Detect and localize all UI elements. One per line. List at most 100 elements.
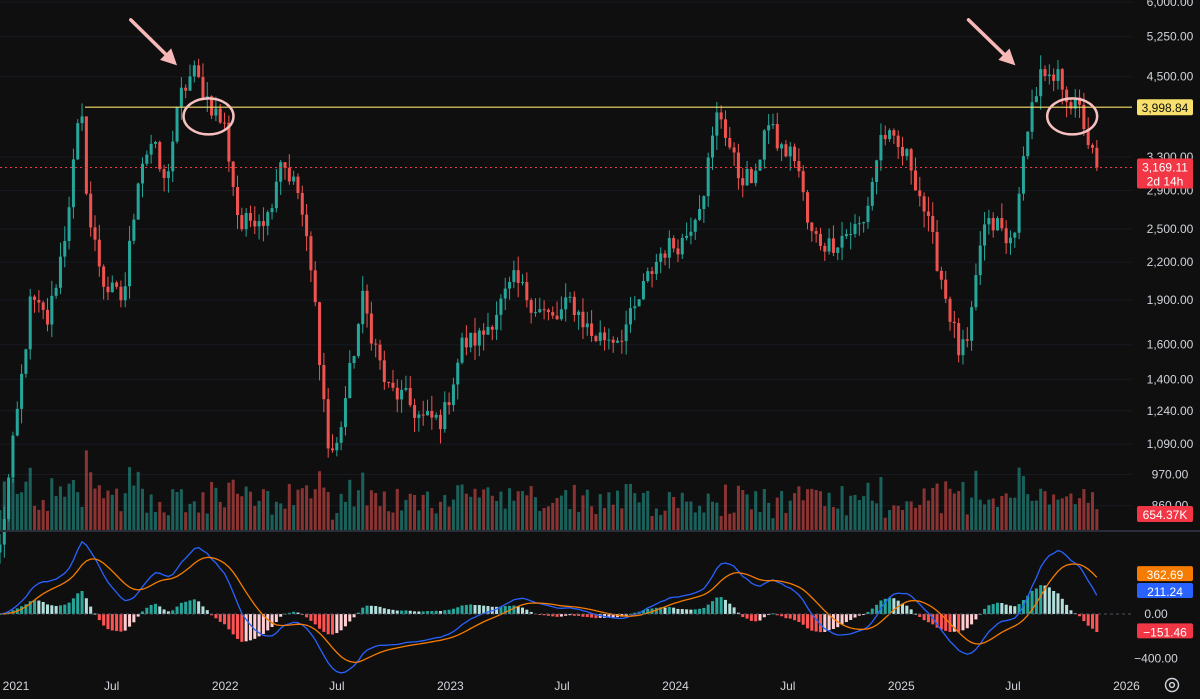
- price-tick-label: 1,600.00: [1147, 338, 1194, 352]
- macd-hist-bar: [110, 614, 114, 631]
- candle-body: [913, 170, 917, 191]
- volume-bar: [922, 488, 926, 531]
- candle-body: [788, 146, 792, 157]
- volume-bar: [50, 478, 54, 531]
- macd-hist-bar: [63, 604, 67, 615]
- candle-body: [749, 168, 753, 184]
- macd-hist-bar: [1060, 598, 1064, 615]
- macd-hist-bar: [991, 604, 995, 615]
- candle-body: [659, 253, 663, 262]
- macd-hist-bar: [279, 614, 283, 617]
- candle-body: [991, 217, 995, 231]
- macd-hist-bar: [931, 614, 935, 625]
- macd-hist-bar: [387, 609, 391, 615]
- volume-bar: [326, 492, 330, 531]
- candle-body: [590, 323, 594, 337]
- candle-body: [952, 321, 956, 324]
- volume-bar: [356, 490, 360, 531]
- volume-bar: [577, 511, 581, 531]
- macd-hist-bar: [1013, 606, 1017, 615]
- annotations[interactable]: [129, 18, 1099, 136]
- candle-body: [581, 311, 585, 328]
- volume-bar: [901, 509, 905, 531]
- volume-bar: [983, 504, 987, 531]
- candle-body: [883, 134, 887, 140]
- macd-axis[interactable]: 0.00 −400.00: [1134, 607, 1178, 666]
- volume-bar: [279, 503, 283, 531]
- volume-bar: [292, 505, 296, 531]
- volume-bar: [870, 500, 874, 531]
- macd-hist-bar: [395, 610, 399, 615]
- volume-bar: [365, 505, 369, 531]
- candle-body: [857, 223, 861, 225]
- macd-hist-bar: [762, 614, 766, 618]
- candle-body: [1047, 74, 1051, 77]
- candle-body: [11, 435, 15, 478]
- volume-bar: [20, 492, 24, 531]
- volume-bar: [633, 493, 637, 531]
- candle-body: [171, 141, 175, 172]
- macd-hist-bar: [723, 599, 727, 615]
- volume-bar: [287, 484, 291, 531]
- macd-hist-bar: [382, 608, 386, 615]
- volume-bar: [1069, 493, 1073, 531]
- macd-hist-bar: [866, 611, 870, 615]
- macd-hist-bar: [469, 604, 473, 615]
- candle-body: [279, 162, 283, 182]
- macd-hist-bar: [171, 610, 175, 615]
- macd-hist-bar: [365, 605, 369, 615]
- candle-body: [948, 298, 952, 322]
- volume-bar: [551, 502, 555, 531]
- arrow-head: [998, 48, 1016, 66]
- macd-hist-bar: [443, 610, 447, 615]
- candle-body: [482, 330, 486, 335]
- macd-hist-bar: [318, 614, 322, 629]
- candle-body: [641, 280, 645, 300]
- macd-hist-bar: [184, 601, 188, 615]
- volume-bar: [123, 493, 127, 531]
- macd-hist-bar: [175, 606, 179, 615]
- macd-hist-bar: [266, 614, 270, 631]
- settings-gear-icon[interactable]: [1164, 677, 1180, 693]
- candle-body: [1000, 218, 1004, 229]
- macd-hist-bar: [749, 614, 753, 621]
- volume-bar: [788, 500, 792, 531]
- macd-hist-bar: [123, 614, 127, 631]
- volume-bar: [1039, 488, 1043, 531]
- volume-bar: [149, 494, 153, 531]
- volume-bar: [270, 514, 274, 531]
- candle-body: [395, 387, 399, 400]
- candle-body: [870, 182, 874, 206]
- time-axis[interactable]: 2021 Jul 2022 Jul 2023 Jul 2024 Jul 2025 Jul 2026: [3, 679, 1140, 693]
- volume-bar: [1000, 495, 1004, 531]
- candle-body: [330, 448, 335, 451]
- macd-hist-bar: [633, 612, 637, 615]
- candle-body: [115, 282, 119, 287]
- volume-bar: [15, 493, 19, 531]
- macd-hist-bar: [849, 614, 853, 620]
- macd-hist-bar: [862, 614, 866, 616]
- macd-hist-bar: [823, 614, 827, 632]
- candle-body: [1078, 97, 1082, 105]
- macd-hist-bar: [179, 602, 183, 615]
- macd-hist-bar: [672, 607, 676, 615]
- volume-bar: [508, 488, 512, 531]
- volume-bar: [417, 510, 421, 531]
- volume-bar: [650, 515, 654, 531]
- time-tick-label: 2021: [3, 679, 30, 693]
- candle-body: [676, 248, 680, 255]
- volume-bar: [965, 514, 969, 531]
- volume-bar: [261, 489, 265, 531]
- candle-body: [732, 147, 736, 153]
- volume-bar: [171, 489, 175, 531]
- macd-hist-bar: [784, 614, 788, 619]
- macd-hist-bar: [607, 614, 611, 618]
- candle-body: [110, 282, 114, 293]
- volume-bar: [771, 518, 775, 531]
- volume-bar: [58, 486, 62, 531]
- volume-bar: [175, 492, 179, 531]
- candle-body: [784, 144, 788, 157]
- macd-hist-bar: [54, 606, 58, 615]
- time-tick-label: Jul: [1005, 679, 1020, 693]
